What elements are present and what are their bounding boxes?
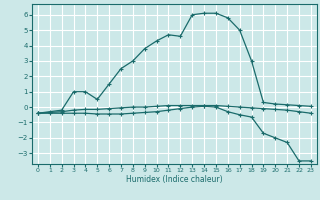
X-axis label: Humidex (Indice chaleur): Humidex (Indice chaleur): [126, 175, 223, 184]
